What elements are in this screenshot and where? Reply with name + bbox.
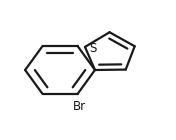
Text: Br: Br [73,100,86,113]
Text: S: S [89,42,97,55]
